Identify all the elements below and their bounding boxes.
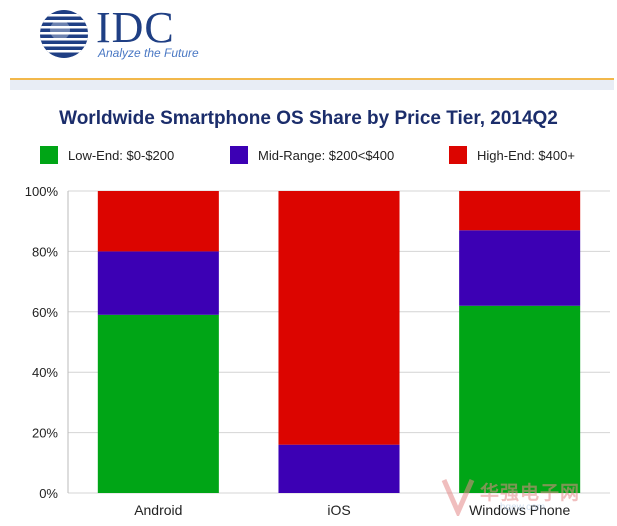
legend-swatch-high-end xyxy=(449,146,467,164)
divider-band xyxy=(10,80,614,90)
legend-item-low-end: Low-End: $0-$200 xyxy=(40,145,174,165)
bars xyxy=(97,191,581,493)
watermark-url: hqew.com xyxy=(500,502,546,513)
chart-title: Worldwide Smartphone OS Share by Price T… xyxy=(59,108,558,129)
axes: 0% 20% 40% 60% 80% 100% Android iOS Windows Phon… xyxy=(25,184,571,518)
bar-segment xyxy=(97,191,219,252)
y-tick-label: 40% xyxy=(32,365,58,380)
y-tick-label: 100% xyxy=(25,184,59,199)
x-category-label: iOS xyxy=(327,502,350,518)
y-tick-label: 20% xyxy=(32,426,58,441)
bar-segment xyxy=(97,251,219,315)
x-category-label: Windows Phone xyxy=(469,502,570,518)
watermark-logo-icon xyxy=(441,478,475,516)
y-tick-label: 80% xyxy=(32,244,58,259)
legend-label-high-end: High-End: $400+ xyxy=(477,147,575,163)
divider xyxy=(10,78,614,80)
bar-segment xyxy=(278,191,400,445)
legend-label-mid-range: Mid-Range: $200<$400 xyxy=(258,147,395,163)
bar-segment xyxy=(97,314,219,493)
bar-segment xyxy=(459,191,581,231)
y-tick-label: 0% xyxy=(39,486,58,501)
idc-logo: IDC Analyze the Future xyxy=(38,3,238,64)
legend: Low-End: $0-$200 Mid-Range: $200<$400 Hi… xyxy=(0,145,617,167)
bar-segment xyxy=(278,444,400,493)
logo-tagline: Analyze the Future xyxy=(98,46,199,60)
watermark: 华强电子网 hqew.com xyxy=(440,472,615,522)
globe-icon xyxy=(40,10,88,58)
x-category-label: Android xyxy=(134,502,182,518)
legend-label-low-end: Low-End: $0-$200 xyxy=(68,147,175,163)
watermark-text: 华强电子网 xyxy=(480,483,581,504)
legend-swatch-low-end xyxy=(40,146,58,164)
y-tick-label: 60% xyxy=(32,305,58,320)
bar-segment xyxy=(459,305,581,493)
bar-segment xyxy=(459,230,581,306)
legend-item-mid-range: Mid-Range: $200<$400 xyxy=(230,145,394,165)
legend-item-high-end: High-End: $400+ xyxy=(449,145,575,165)
logo-wordmark: IDC xyxy=(96,3,175,52)
legend-swatch-mid-range xyxy=(230,146,248,164)
